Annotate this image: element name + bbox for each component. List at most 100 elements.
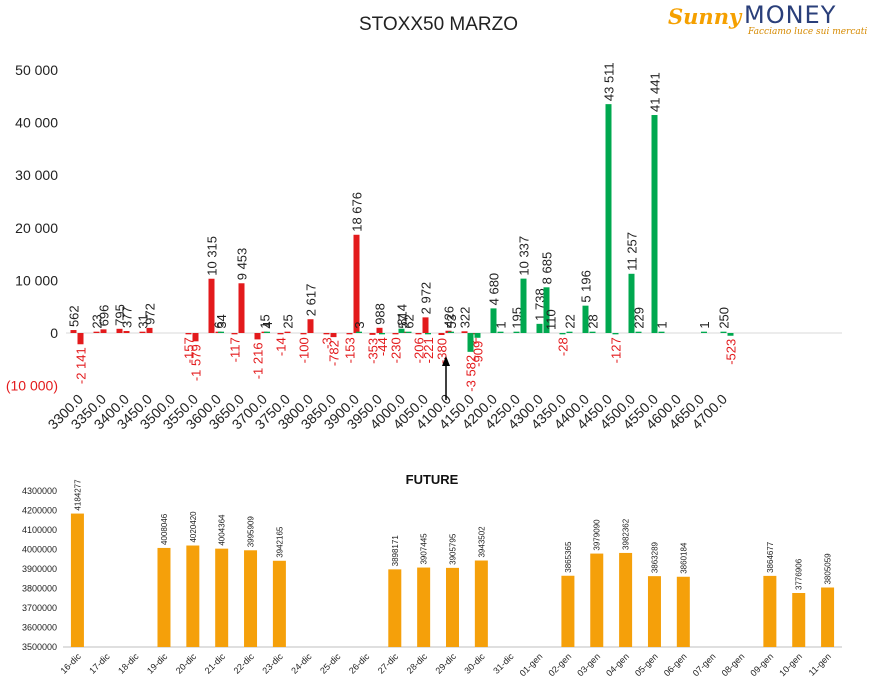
call-bar [658, 331, 665, 333]
x-tick-label: 26-dic [347, 651, 372, 676]
put-bar [277, 333, 284, 335]
y-tick-label: 4100000 [22, 525, 57, 535]
future-title: FUTURE [406, 472, 459, 487]
x-tick-label: 18-dic [116, 651, 141, 676]
put-bar [100, 329, 107, 333]
future-data-label: 3863289 [650, 541, 659, 573]
y-tick-label: 4300000 [22, 486, 57, 496]
y-tick-label: 40 000 [15, 115, 58, 131]
put-data-label: 972 [143, 303, 158, 325]
call-data-label: 4 [260, 321, 275, 328]
call-bar [448, 331, 454, 333]
put-data-label: 377 [120, 306, 135, 328]
y-tick-label: 50 000 [15, 62, 58, 78]
put-data-label: 9 453 [235, 248, 250, 281]
sunny-money-logo: Sunny MONEY Facciamo luce sui mercati [668, 1, 868, 44]
put-data-label: 10 315 [205, 236, 220, 276]
y-tick-label: 3800000 [22, 584, 57, 594]
put-data-label: -100 [297, 337, 312, 363]
future-bar [70, 513, 84, 647]
call-bar [379, 333, 385, 335]
future-data-label: 3865365 [564, 541, 573, 573]
put-data-label: 25 [281, 314, 296, 328]
put-bar [254, 333, 261, 340]
call-data-label: 1 [655, 321, 670, 328]
future-data-label: 4184277 [73, 479, 82, 511]
future-bar [676, 576, 690, 647]
x-tick-label: 03-gen [575, 651, 602, 678]
x-tick-label: 19-dic [145, 651, 170, 676]
call-data-label: 229 [632, 307, 647, 329]
call-bar [651, 115, 658, 333]
put-bar [392, 333, 399, 335]
put-bar [77, 333, 84, 345]
call-bar [589, 331, 596, 333]
future-bar [446, 567, 459, 647]
future-chart: FUTURE 3500000 3600000 3700000 3800000 390000… [22, 472, 842, 678]
put-data-label: -353 [366, 338, 381, 364]
future-data-label: 3898171 [391, 535, 400, 567]
call-bar [543, 287, 550, 333]
future-bar [763, 575, 777, 647]
put-bar [353, 234, 360, 333]
x-tick-label: 23-dic [260, 651, 285, 676]
put-data-label: -2 141 [74, 347, 89, 384]
call-data-label: 814 [395, 304, 410, 326]
future-data-label: 3864677 [766, 541, 775, 573]
x-tick-label: 27-dic [376, 651, 401, 676]
call-bar [612, 333, 619, 335]
put-data-label: 696 [97, 305, 112, 327]
x-tick-label: 20-dic [174, 651, 199, 676]
x-tick-label: 16-dic [58, 651, 83, 676]
put-data-label: 31 [136, 314, 151, 328]
put-bar [284, 331, 291, 333]
future-bar [215, 548, 229, 647]
x-tick-label: 21-dic [203, 651, 228, 676]
call-bar [356, 331, 362, 333]
x-tick-label: 07-gen [691, 651, 718, 678]
call-data-label: -44 [375, 337, 390, 356]
call-data-label: -221 [421, 337, 436, 363]
put-bar [330, 333, 337, 338]
price-arrow-head [442, 356, 450, 366]
x-tick-label: 28-dic [405, 651, 430, 676]
call-bar [605, 104, 612, 333]
call-bar [425, 333, 431, 335]
put-data-label: 795 [113, 304, 128, 326]
call-bar [559, 333, 566, 335]
call-bar [513, 331, 520, 333]
put-bar [300, 333, 307, 335]
call-bar [536, 323, 543, 333]
call-data-label: 5 196 [579, 270, 594, 303]
x-tick-label: 09-gen [748, 651, 775, 678]
x-tick-label: 30-dic [462, 651, 487, 676]
future-bar [417, 567, 431, 647]
call-bar [405, 331, 412, 333]
future-bar [821, 587, 835, 647]
put-bar [376, 327, 383, 333]
put-data-label: 2 617 [304, 284, 319, 317]
future-data-label: 3905795 [449, 533, 458, 565]
x-tick-label: 01-gen [518, 651, 545, 678]
put-bar [231, 333, 238, 335]
y-tick-label: 4200000 [22, 506, 57, 516]
call-data-label: 28 [586, 314, 601, 328]
put-data-label: -782 [327, 340, 342, 366]
put-data-label: -1 579 [189, 344, 204, 381]
future-data-label: 3982362 [622, 518, 631, 550]
call-data-label: 11 257 [625, 232, 640, 271]
call-bar [474, 333, 481, 338]
call-data-label: 1 [494, 321, 509, 328]
put-data-label: 6 [212, 321, 227, 328]
put-bar [415, 333, 422, 335]
put-data-label: 2 972 [419, 282, 434, 315]
call-data-label: -3 582 [464, 355, 479, 392]
logo-word-sunny: Sunny [668, 4, 742, 29]
y-tick-label: 3900000 [22, 564, 57, 574]
x-tick-label: 24-dic [289, 651, 314, 676]
put-data-label: -153 [343, 337, 358, 363]
call-data-label: 34 [214, 314, 229, 328]
call-data-label: 4 680 [487, 273, 502, 306]
put-bar [116, 328, 123, 333]
logo-tagline: Facciamo luce sui mercati [748, 27, 868, 37]
